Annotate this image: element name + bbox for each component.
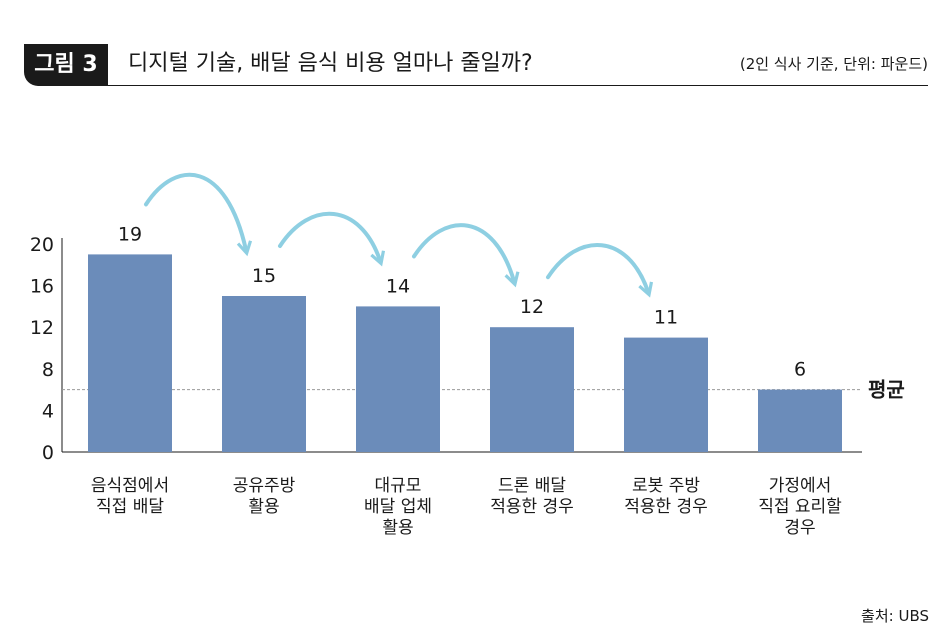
flow-arrow [412, 223, 520, 288]
data-label: 11 [654, 307, 678, 329]
x-tick-label-line: 배달 업체 [364, 497, 432, 517]
data-label: 12 [520, 296, 544, 318]
x-tick-label: 가정에서 직접 요리할 경우 [735, 476, 865, 539]
flow-arrow [546, 243, 654, 298]
flow-arrow [144, 172, 253, 257]
data-label: 6 [794, 359, 806, 381]
x-tick-label-line: 드론 배달 [498, 476, 566, 496]
x-tick-label-line: 대규모 [374, 476, 422, 496]
x-tick-label-line: 가정에서 [768, 476, 832, 496]
flow-arrow [278, 211, 386, 267]
y-tick-label: 12 [30, 317, 54, 339]
bar [624, 337, 708, 452]
figure-number-badge: 그림 3 [24, 44, 108, 86]
x-tick-label: 로봇 주방 적용한 경우 [601, 476, 731, 518]
x-tick-label-line: 적용한 경우 [490, 497, 574, 517]
y-tick-label: 16 [30, 276, 54, 298]
y-tick-label: 20 [30, 234, 54, 256]
data-label: 19 [118, 223, 142, 245]
x-tick-label-line: 직접 배달 [96, 497, 164, 517]
x-tick-label-line: 경우 [784, 518, 816, 538]
bar [356, 306, 440, 452]
x-tick-label-line: 로봇 주방 [632, 476, 700, 496]
chart-unit-note: (2인 식사 기준, 단위: 파운드) [739, 55, 928, 73]
data-label: 14 [386, 275, 410, 297]
data-label: 15 [252, 265, 276, 287]
y-tick-label: 8 [42, 359, 54, 381]
bar [490, 327, 574, 452]
header-rule [108, 85, 928, 86]
x-tick-label-line: 활용 [248, 497, 280, 517]
bar [758, 389, 842, 452]
x-tick-label: 공유주방 활용 [199, 476, 329, 518]
x-tick-label: 드론 배달 적용한 경우 [467, 476, 597, 518]
bar [88, 254, 172, 452]
y-tick-label: 0 [42, 442, 54, 464]
x-tick-label-line: 적용한 경우 [624, 497, 708, 517]
bar [222, 296, 306, 452]
chart-title: 디지털 기술, 배달 음식 비용 얼마나 줄일까? [128, 51, 533, 76]
x-tick-label: 대규모 배달 업체 활용 [333, 476, 463, 539]
x-tick-label: 음식점에서 직접 배달 [65, 476, 195, 518]
y-tick-label: 4 [42, 400, 54, 422]
x-tick-label-line: 공유주방 [232, 476, 296, 496]
figure-header: 그림 3 디지털 기술, 배달 음식 비용 얼마나 줄일까? (2인 식사 기준… [24, 44, 928, 86]
average-label: 평균 [868, 378, 905, 402]
source-note: 출처: UBS [861, 607, 929, 625]
x-tick-label-line: 직접 요리할 [758, 497, 842, 517]
x-tick-label-line: 음식점에서 [90, 476, 170, 496]
x-tick-label-line: 활용 [382, 518, 414, 538]
